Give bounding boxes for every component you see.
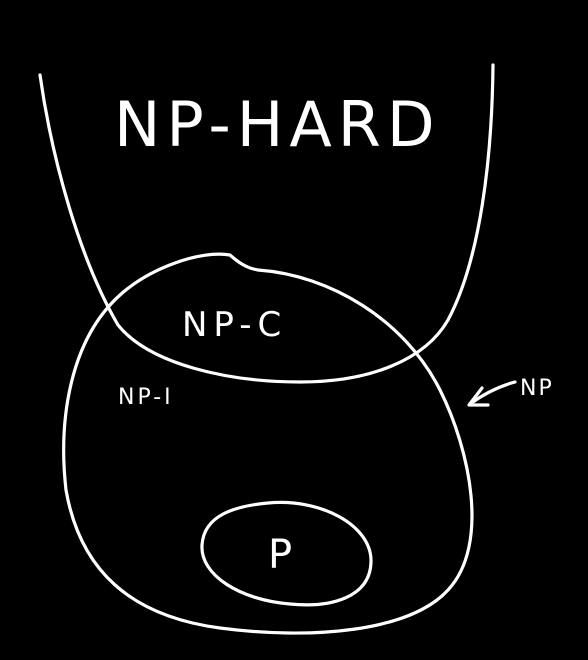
np-complete-label: NP-C bbox=[182, 305, 287, 345]
p-boundary bbox=[200, 500, 373, 607]
np-label: NP bbox=[520, 376, 554, 401]
np-intermediate-label: NP-I bbox=[118, 385, 174, 410]
p-label: P bbox=[268, 532, 292, 578]
np-boundary bbox=[62, 252, 474, 635]
np-pointer-arrowhead bbox=[467, 386, 490, 407]
np-hard-label: NP-HARD bbox=[114, 88, 441, 161]
np-hard-boundary bbox=[38, 63, 495, 384]
